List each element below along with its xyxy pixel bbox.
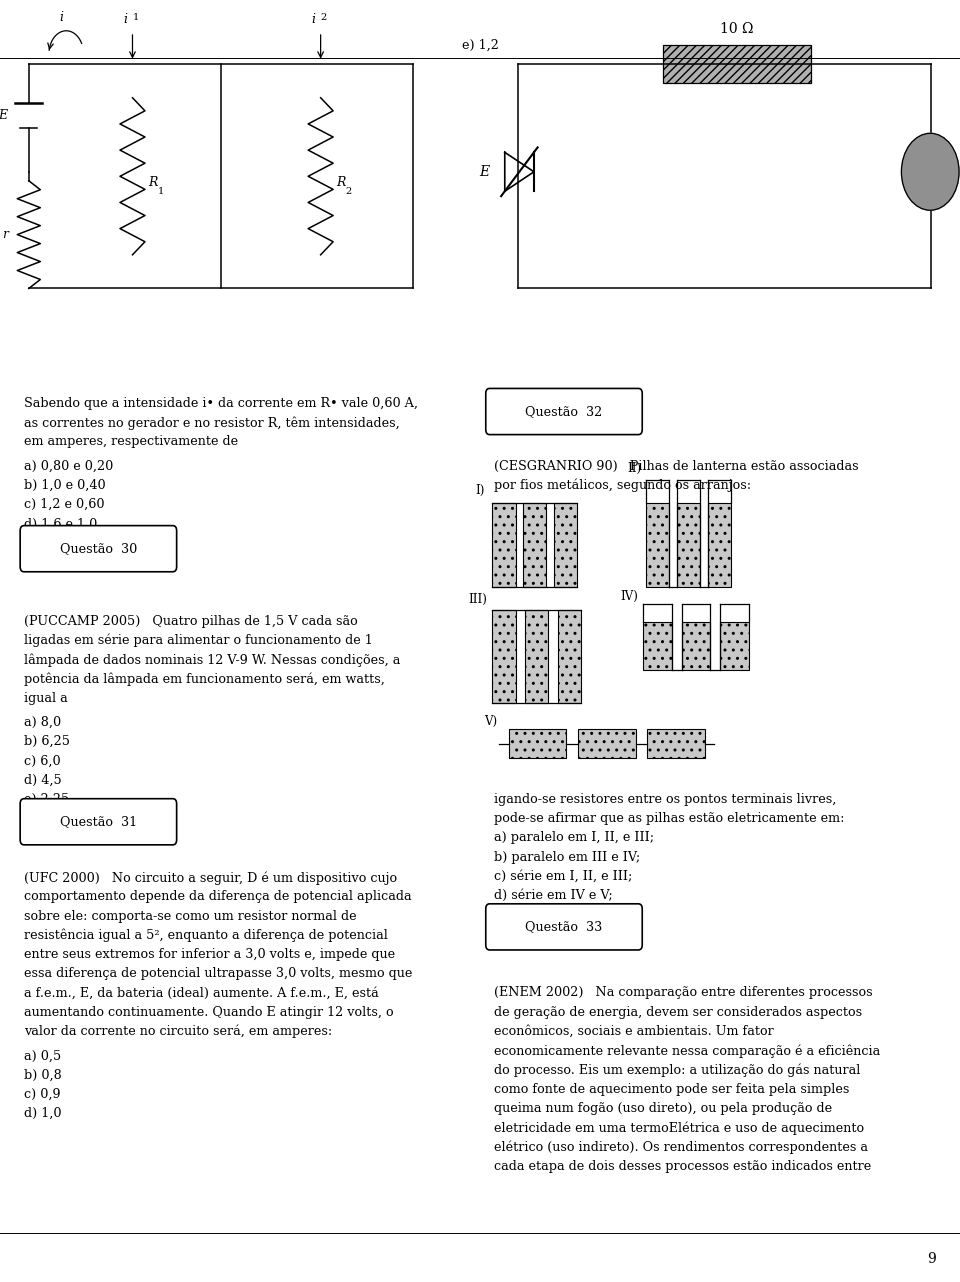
- Text: c) 0,9: c) 0,9: [24, 1087, 60, 1101]
- FancyBboxPatch shape: [20, 799, 177, 845]
- Text: pode-se afirmar que as pilhas estão eletricamente em:: pode-se afirmar que as pilhas estão elet…: [494, 813, 845, 826]
- Bar: [554, 504, 577, 587]
- Text: c) 1,2 e 0,60: c) 1,2 e 0,60: [24, 497, 105, 512]
- Text: I): I): [475, 483, 485, 497]
- Text: E: E: [479, 165, 490, 178]
- Text: d) 1,0: d) 1,0: [24, 1106, 61, 1120]
- Text: as correntes no gerador e no resistor R, têm intensidades,: as correntes no gerador e no resistor R,…: [24, 415, 399, 429]
- Text: cada etapa de dois desses processos estão indicados entre: cada etapa de dois desses processos estã…: [494, 1159, 872, 1173]
- Bar: [647, 729, 705, 758]
- Text: c) série em I, II, e III;: c) série em I, II, e III;: [494, 869, 633, 883]
- Bar: [492, 610, 516, 703]
- Text: igando-se resistores entre os pontos terminais livres,: igando-se resistores entre os pontos ter…: [494, 792, 837, 806]
- Text: E: E: [0, 109, 8, 122]
- Text: d) série em IV e V;: d) série em IV e V;: [494, 890, 613, 903]
- Text: a f.e.m., E, da bateria (ideal) aumente. A f.e.m., E, está: a f.e.m., E, da bateria (ideal) aumente.…: [24, 987, 379, 1000]
- Bar: [509, 729, 566, 758]
- Text: IV): IV): [620, 590, 638, 603]
- Text: e) 2,0 e 1,4: e) 2,0 e 1,4: [24, 536, 97, 550]
- Text: eletricidade em uma termoElétrica e uso de aquecimento: eletricidade em uma termoElétrica e uso …: [494, 1120, 865, 1135]
- Text: r: r: [2, 228, 8, 241]
- Text: 1: 1: [132, 13, 139, 22]
- Text: Sabendo que a intensidade i• da corrente em R• vale 0,60 A,: Sabendo que a intensidade i• da corrente…: [24, 397, 418, 410]
- Bar: [492, 504, 516, 587]
- Text: i: i: [312, 13, 316, 26]
- Text: Questão  32: Questão 32: [525, 405, 603, 418]
- Text: econômicos, sociais e ambientais. Um fator: econômicos, sociais e ambientais. Um fat…: [494, 1026, 774, 1038]
- Text: a) 8,0: a) 8,0: [24, 715, 61, 729]
- Text: III): III): [468, 594, 488, 606]
- Bar: [677, 504, 700, 587]
- Text: a) 0,5: a) 0,5: [24, 1049, 61, 1063]
- Text: valor da corrente no circuito será, em amperes:: valor da corrente no circuito será, em a…: [24, 1026, 332, 1038]
- FancyBboxPatch shape: [486, 388, 642, 435]
- Text: d) 4,5: d) 4,5: [24, 773, 61, 787]
- Text: V): V): [484, 715, 497, 728]
- Text: resistência igual a 5², enquanto a diferença de potencial: resistência igual a 5², enquanto a difer…: [24, 928, 388, 942]
- Text: b) 1,0 e 0,40: b) 1,0 e 0,40: [24, 479, 106, 492]
- Text: potência da lâmpada em funcionamento será, em watts,: potência da lâmpada em funcionamento ser…: [24, 672, 385, 686]
- Text: b) paralelo em III e IV;: b) paralelo em III e IV;: [494, 851, 640, 864]
- Bar: [525, 610, 548, 703]
- Text: essa diferença de potencial ultrapasse 3,0 volts, mesmo que: essa diferença de potencial ultrapasse 3…: [24, 967, 413, 981]
- Text: e) 1,2: e) 1,2: [462, 38, 498, 51]
- Text: comportamento depende da diferença de potencial aplicada: comportamento depende da diferença de po…: [24, 890, 412, 904]
- Text: b) 6,25: b) 6,25: [24, 735, 70, 749]
- FancyBboxPatch shape: [20, 526, 177, 572]
- Text: 2: 2: [321, 13, 327, 22]
- Text: do processo. Eis um exemplo: a utilização do gás natural: do processo. Eis um exemplo: a utilizaçã…: [494, 1064, 861, 1077]
- Text: Questão  30: Questão 30: [60, 542, 137, 555]
- Text: por fios metálicos, segundo os arranjos:: por fios metálicos, segundo os arranjos:: [494, 479, 752, 492]
- Text: a) paralelo em I, II, e III;: a) paralelo em I, II, e III;: [494, 832, 655, 845]
- Text: ligadas em série para alimentar o funcionamento de 1: ligadas em série para alimentar o funcio…: [24, 635, 372, 647]
- Text: 10 Ω: 10 Ω: [720, 22, 754, 36]
- Text: sobre ele: comporta-se como um resistor normal de: sobre ele: comporta-se como um resistor …: [24, 910, 356, 923]
- Text: 1: 1: [157, 187, 164, 196]
- Bar: [523, 504, 546, 587]
- Text: Questão  31: Questão 31: [60, 815, 137, 828]
- Text: aumentando continuamente. Quando E atingir 12 volts, o: aumentando continuamente. Quando E ating…: [24, 1005, 394, 1019]
- Text: R: R: [148, 176, 157, 190]
- Text: 9: 9: [927, 1253, 936, 1265]
- Text: queima num fogão (uso direto), ou pela produção de: queima num fogão (uso direto), ou pela p…: [494, 1101, 832, 1115]
- Bar: [708, 504, 731, 587]
- Text: como fonte de aquecimento pode ser feita pela simples: como fonte de aquecimento pode ser feita…: [494, 1082, 850, 1096]
- Bar: [682, 622, 710, 670]
- Bar: [643, 622, 672, 670]
- Text: (UFC 2000)   No circuito a seguir, D é um dispositivo cujo: (UFC 2000) No circuito a seguir, D é um …: [24, 872, 397, 885]
- Text: i: i: [124, 13, 128, 26]
- Bar: [578, 729, 636, 758]
- Bar: [558, 610, 581, 703]
- Text: a) 0,80 e 0,20: a) 0,80 e 0,20: [24, 460, 113, 473]
- Text: lâmpada de dados nominais 12 V-9 W. Nessas condições, a: lâmpada de dados nominais 12 V-9 W. Ness…: [24, 653, 400, 667]
- Text: b) 0,8: b) 0,8: [24, 1069, 61, 1082]
- Text: e) série em III e V.: e) série em III e V.: [494, 908, 612, 922]
- Bar: [720, 622, 749, 670]
- Text: de geração de energia, devem ser considerados aspectos: de geração de energia, devem ser conside…: [494, 1005, 862, 1019]
- Text: (PUCCAMP 2005)   Quatro pilhas de 1,5 V cada são: (PUCCAMP 2005) Quatro pilhas de 1,5 V ca…: [24, 615, 358, 628]
- Text: 2: 2: [346, 187, 352, 196]
- Text: Questão  33: Questão 33: [525, 920, 603, 933]
- Bar: [662, 45, 811, 83]
- Text: igual a: igual a: [24, 692, 68, 705]
- Text: R: R: [336, 176, 346, 190]
- Text: economicamente relevante nessa comparação é a eficiência: economicamente relevante nessa comparaçã…: [494, 1044, 880, 1058]
- Text: (ENEM 2002)   Na comparação entre diferentes processos: (ENEM 2002) Na comparação entre diferent…: [494, 987, 873, 1000]
- Text: d) 1,6 e 1,0: d) 1,6 e 1,0: [24, 517, 97, 531]
- FancyBboxPatch shape: [486, 904, 642, 950]
- Text: entre seus extremos for inferior a 3,0 volts e, impede que: entre seus extremos for inferior a 3,0 v…: [24, 949, 396, 962]
- Circle shape: [901, 133, 959, 210]
- Text: elétrico (uso indireto). Os rendimentos correspondentes a: elétrico (uso indireto). Os rendimentos …: [494, 1141, 869, 1154]
- Bar: [646, 504, 669, 587]
- Text: em amperes, respectivamente de: em amperes, respectivamente de: [24, 436, 238, 449]
- Text: II): II): [627, 462, 641, 476]
- Text: e) 2,25: e) 2,25: [24, 792, 69, 806]
- Text: i: i: [60, 12, 63, 24]
- Text: c) 6,0: c) 6,0: [24, 754, 60, 768]
- Text: (CESGRANRIO 90)   Pilhas de lanterna estão associadas: (CESGRANRIO 90) Pilhas de lanterna estão…: [494, 460, 859, 473]
